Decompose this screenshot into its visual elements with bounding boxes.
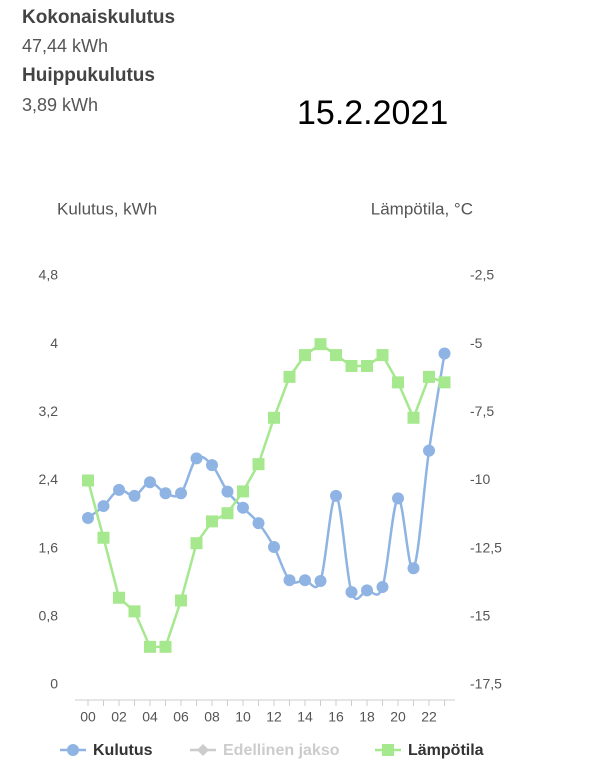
data-point [221,507,234,520]
data-point [175,594,187,607]
x-tick-label: 12 [266,709,282,725]
data-point [283,574,296,587]
data-point [237,501,249,514]
legend-marker [197,744,209,756]
data-point [330,489,342,502]
data-point [206,459,218,472]
data-point [376,349,389,362]
x-tick-label: 10 [235,709,251,725]
data-point [128,489,141,502]
data-point [438,376,451,389]
y-tick-label: 4,8 [39,267,59,283]
x-tick-label: 08 [204,709,220,725]
data-point [97,531,110,544]
data-point [128,605,141,618]
y-tick-label: 3,2 [39,403,59,419]
data-point [314,575,327,588]
data-point [175,487,187,500]
data-point [376,581,389,594]
data-point [283,370,296,383]
series-line [87,353,446,600]
x-tick-label: 14 [297,709,313,725]
x-tick-label: 00 [80,709,96,725]
y-tick-label: 0,8 [39,608,59,624]
y2-tick-label: -2,5 [470,267,494,283]
y2-tick-label: -15 [470,608,490,624]
peak-label: Huippukulutus [22,65,155,86]
y2-tick-label: -17,5 [470,676,502,692]
data-point [299,349,311,362]
y-tick-label: 1,6 [39,539,59,555]
data-point [438,347,451,360]
data-point [97,500,110,513]
data-point [330,349,342,362]
data-point [345,586,358,599]
y2-tick-label: -7,5 [470,403,494,419]
data-point [407,562,420,575]
data-point [252,517,265,530]
data-point [314,338,327,351]
y-tick-label: 2,4 [39,471,59,487]
data-point [299,574,311,587]
data-point [82,511,94,524]
data-point [190,537,203,550]
legend-label: Kulutus [93,742,153,759]
legend-marker [67,744,79,756]
data-point [144,476,156,489]
data-point [361,359,373,372]
data-point [423,370,435,383]
data-point [206,515,218,528]
y2-tick-label: -10 [470,471,490,487]
data-point [159,487,172,500]
data-point [237,485,249,498]
y-tick-label: 4 [50,335,58,351]
data-point [392,376,404,389]
x-tick-label: 16 [328,709,344,725]
data-point [423,444,435,457]
data-point [345,359,358,372]
data-point [82,474,94,487]
data-point [221,485,234,498]
data-point [144,640,156,653]
data-point [268,411,280,424]
y2-tick-label: -12,5 [470,539,502,555]
data-point [392,492,404,505]
x-tick-label: 04 [142,709,158,725]
y-tick-label: 0 [50,676,58,692]
data-point [113,483,125,496]
x-tick-label: 22 [421,709,437,725]
peak-value: 3,89 kWh [22,95,98,115]
y-axis-title: Kulutus, kWh [57,199,157,218]
data-point [252,458,265,471]
data-point [190,452,203,465]
legend-marker [382,744,394,756]
x-tick-label: 18 [359,709,375,725]
x-tick-label: 06 [173,709,189,725]
total-value: 47,44 kWh [22,36,108,56]
y2-tick-label: -5 [470,335,483,351]
x-tick-label: 02 [111,709,127,725]
data-point [361,584,373,597]
x-tick-label: 20 [390,709,406,725]
data-point [407,411,420,424]
legend-label: Lämpötila [408,742,484,759]
data-point [113,591,125,604]
data-point [268,540,280,553]
series-line [86,342,445,649]
total-label: Kokonaiskulutus [22,7,175,28]
data-point [159,640,172,653]
date: 15.2.2021 [297,94,448,132]
y2-axis-title: Lämpötila, °C [371,199,473,218]
legend-label: Edellinen jakso [223,742,340,759]
